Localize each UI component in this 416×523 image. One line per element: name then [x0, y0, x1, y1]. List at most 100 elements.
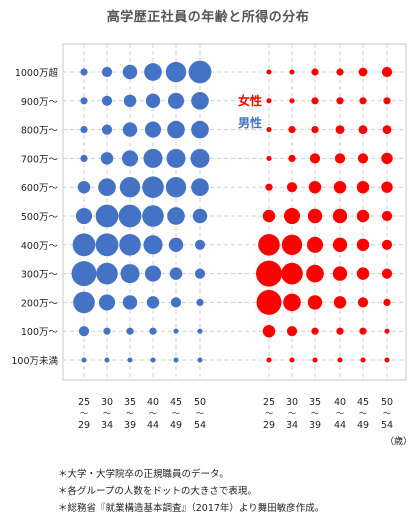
bubble — [336, 97, 344, 105]
bubble — [191, 91, 209, 110]
x-tick-labels: 25～2930～3435～3940～4445～4950～5425～2930～34… — [78, 397, 393, 431]
bubble — [311, 126, 319, 134]
bubble — [122, 64, 138, 80]
bubble — [143, 235, 163, 255]
bubble — [312, 357, 318, 363]
x-tick-label-start: 35 — [124, 397, 136, 408]
bubble — [335, 125, 345, 135]
x-tick-label-start: 45 — [170, 397, 182, 408]
bubble — [360, 357, 366, 363]
bubble — [311, 327, 319, 335]
bubble — [265, 183, 273, 191]
note-2: ＊各グループの人数をドットの大きさで表現。 — [58, 486, 257, 497]
bubble — [266, 69, 272, 75]
bubble — [384, 357, 390, 363]
bubble — [81, 357, 87, 363]
bubble — [121, 150, 139, 167]
bubble — [168, 237, 184, 252]
bubble — [311, 68, 319, 76]
y-tick-label: 500万～ — [21, 212, 59, 223]
x-tick-label-end: 34 — [286, 420, 298, 431]
bubble — [307, 208, 323, 224]
x-tick-label-sep: ～ — [265, 409, 273, 418]
x-tick-label-sep: ～ — [172, 409, 180, 418]
bubble — [283, 207, 301, 225]
bubble — [262, 209, 276, 223]
bubble — [332, 266, 348, 281]
bubble-chart: 1000万超 900万～ 800万～ 700万～ 600万～ 500万～ 400万～ 300万… — [11, 43, 412, 447]
bubble — [101, 66, 113, 78]
bubble — [144, 121, 162, 138]
note-1: ＊大学・大学院卒の正規職員のデータ。 — [58, 469, 229, 480]
bubble — [358, 125, 368, 135]
bubble — [332, 237, 348, 252]
bubble — [332, 208, 348, 224]
bubble — [73, 291, 95, 314]
x-tick-label-start: 25 — [263, 397, 275, 408]
bubble — [166, 148, 186, 168]
bubble — [146, 296, 160, 309]
y-tick-label: 800万～ — [21, 126, 59, 137]
bubble — [169, 267, 183, 280]
bubble — [145, 93, 161, 109]
bubble — [196, 298, 204, 306]
bubble — [311, 97, 319, 105]
x-tick-label-sep: ～ — [359, 409, 367, 418]
bubbles — [71, 60, 393, 363]
bubble — [188, 60, 212, 84]
bubble — [122, 122, 138, 137]
bubble — [381, 66, 393, 78]
plot-area — [62, 43, 407, 381]
x-tick-label-sep: ～ — [149, 409, 157, 418]
bubble — [288, 154, 296, 162]
x-tick-label-start: 25 — [78, 397, 90, 408]
x-tick-label-end: 29 — [263, 420, 275, 431]
bubble — [266, 357, 272, 363]
x-tick-label-start: 50 — [194, 397, 206, 408]
x-tick-label-end: 54 — [381, 420, 393, 431]
bubble — [98, 178, 116, 197]
x-tick-label-start: 40 — [147, 397, 159, 408]
bubble — [103, 327, 111, 335]
y-tick-label: 300万～ — [21, 270, 59, 281]
bubble — [309, 153, 321, 164]
y-tick-labels: 1000万超 900万～ 800万～ 700万～ 600万～ 500万～ 400万～ 300万… — [11, 67, 58, 367]
bubble — [358, 67, 368, 77]
x-tick-label-sep: ～ — [126, 409, 134, 418]
bubble — [123, 94, 137, 108]
bubble — [101, 124, 113, 135]
bubble — [381, 210, 393, 222]
bubble — [334, 153, 346, 164]
x-tick-label-sep: ～ — [336, 409, 344, 418]
bubble — [286, 182, 298, 193]
x-tick-label-sep: ～ — [288, 409, 296, 418]
bubble — [96, 262, 118, 285]
x-tick-label-end: 44 — [334, 420, 346, 431]
bubble — [356, 209, 370, 223]
bubble — [165, 177, 187, 198]
x-tick-label-end: 29 — [78, 420, 90, 431]
bubble — [356, 180, 370, 194]
x-tick-label-sep: ～ — [103, 409, 111, 418]
bubble — [337, 357, 343, 363]
bubble — [71, 261, 97, 287]
bubble — [80, 126, 88, 134]
bubble — [333, 296, 347, 309]
bubble — [256, 289, 282, 315]
x-unit-label: （歳） — [385, 435, 412, 447]
bubble — [197, 328, 203, 334]
x-tick-label-end: 54 — [194, 420, 206, 431]
x-tick-label-sep: ～ — [196, 409, 204, 418]
bubble — [306, 236, 324, 253]
x-tick-label-start: 40 — [334, 397, 346, 408]
bubble — [194, 268, 206, 279]
bubble — [381, 181, 393, 193]
note-3: ＊総務省『就業構造基本調査』（2017年）より舞田敏彦作成。 — [58, 503, 325, 514]
bubble — [194, 239, 206, 250]
x-tick-label-sep: ～ — [80, 409, 88, 418]
y-tick-label: 600万～ — [21, 183, 59, 194]
bubble — [80, 97, 88, 105]
bubble — [167, 207, 185, 225]
bubble — [190, 148, 210, 168]
bubble — [381, 239, 393, 250]
